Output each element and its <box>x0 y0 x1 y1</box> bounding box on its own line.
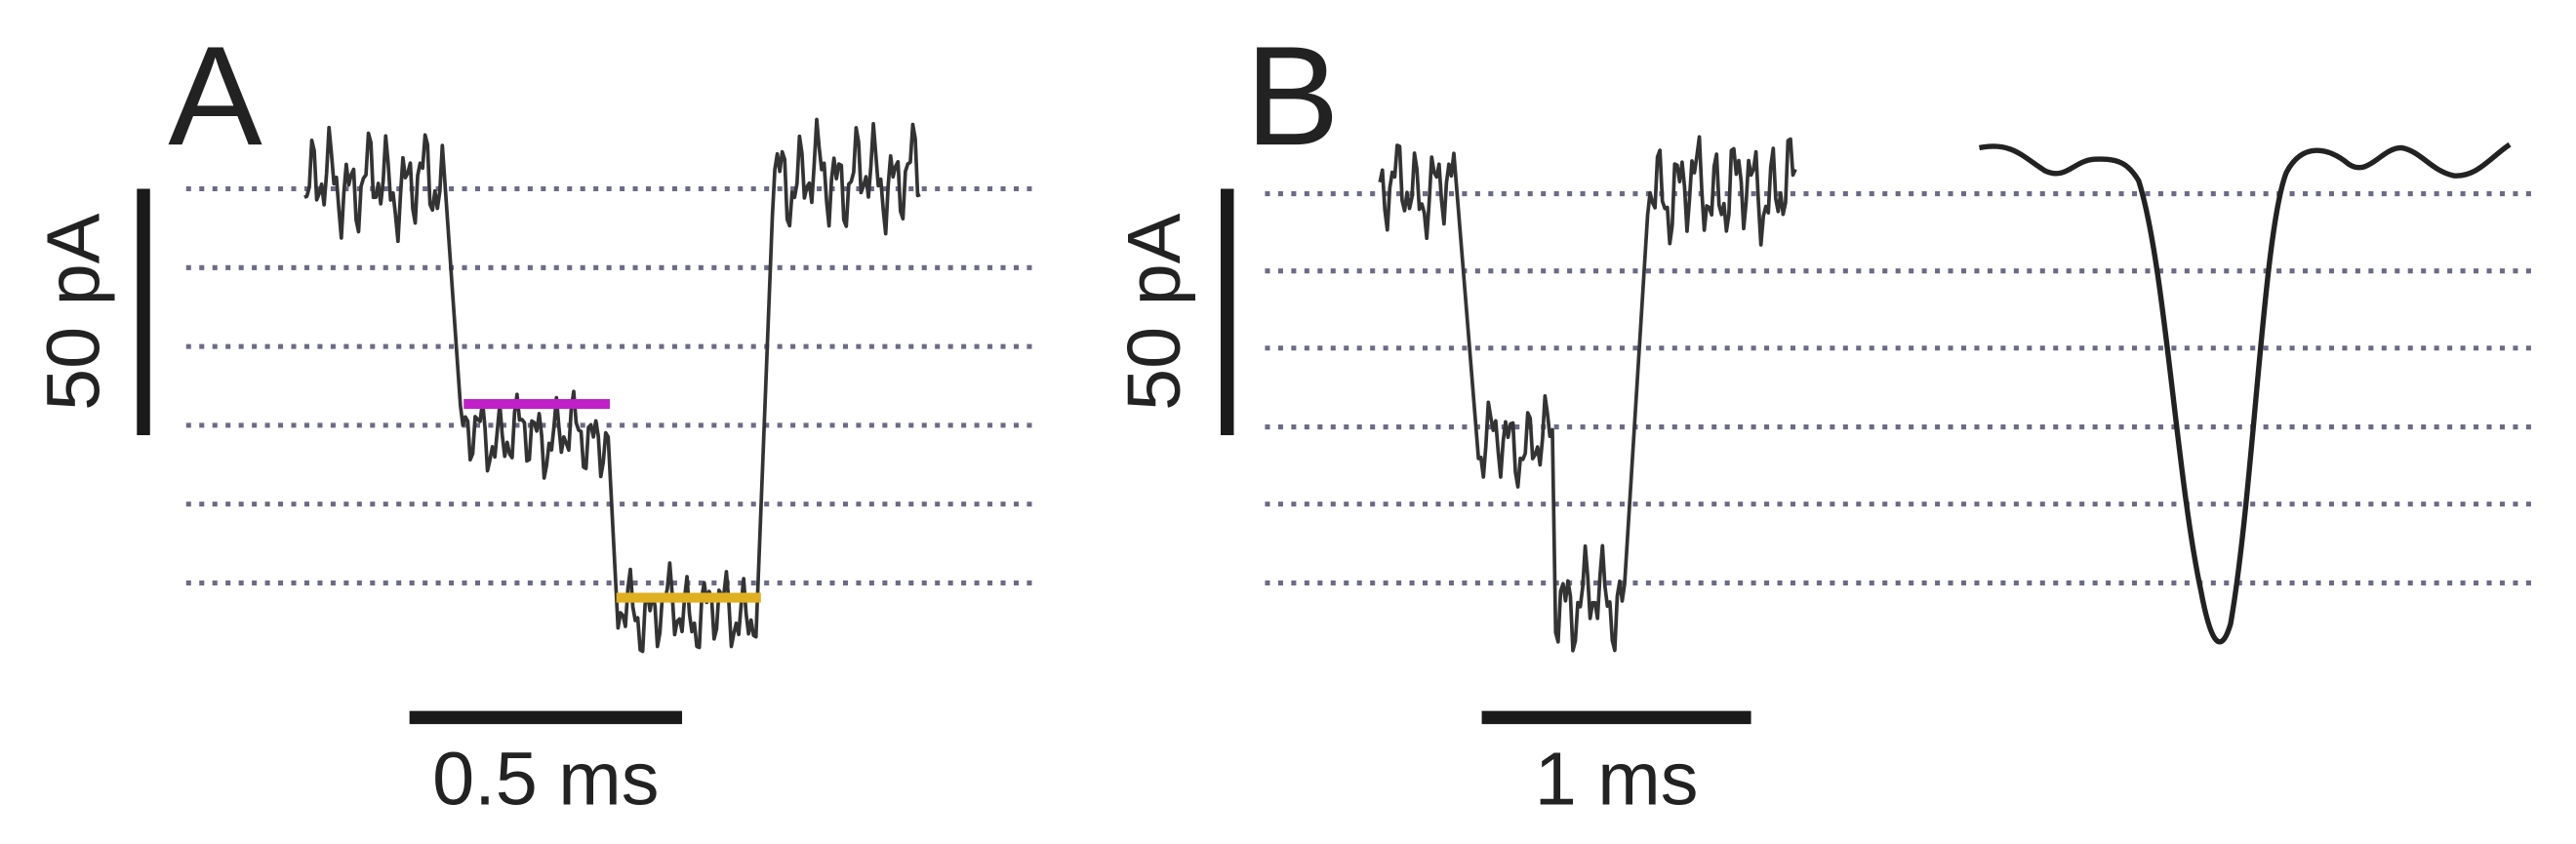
x-scale-label: 1 ms <box>1535 738 1699 822</box>
grid-b <box>1265 191 2538 585</box>
current-trace <box>303 117 921 654</box>
y-scale-label: 50 pA <box>1112 213 1196 411</box>
panel-label: B <box>1245 17 1340 175</box>
x-scale-label: 0.5 ms <box>432 738 659 822</box>
grid-a <box>185 186 1039 585</box>
y-scale-label: 50 pA <box>32 213 116 411</box>
panel-label: A <box>168 17 262 175</box>
current-trace <box>1378 135 1797 653</box>
averaged-trace <box>1978 141 2512 645</box>
